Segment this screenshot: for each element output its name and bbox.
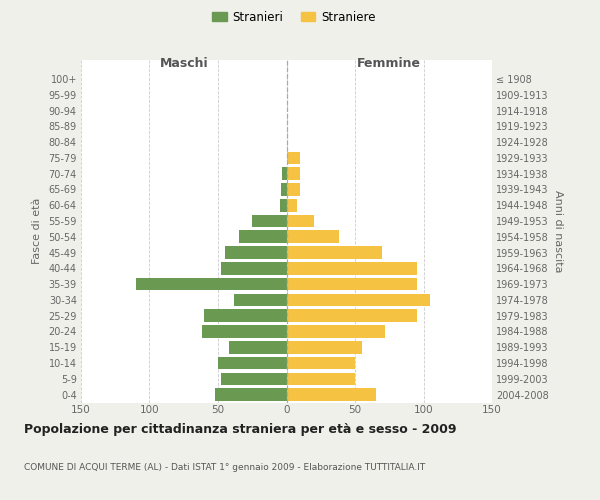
Bar — [136, 278, 287, 290]
Text: COMUNE DI ACQUI TERME (AL) - Dati ISTAT 1° gennaio 2009 - Elaborazione TUTTITALI: COMUNE DI ACQUI TERME (AL) - Dati ISTAT … — [24, 463, 425, 472]
Bar — [221, 262, 287, 274]
Bar — [287, 168, 300, 180]
Bar — [225, 246, 287, 259]
Bar — [252, 214, 287, 228]
Bar — [283, 168, 287, 180]
Bar — [280, 199, 287, 211]
Bar — [287, 356, 355, 370]
Bar — [287, 262, 416, 274]
Bar — [202, 325, 287, 338]
Bar — [221, 372, 287, 385]
Bar — [287, 310, 416, 322]
Bar — [239, 230, 287, 243]
Bar — [287, 341, 362, 353]
Bar — [281, 183, 287, 196]
Bar — [287, 230, 338, 243]
Bar — [287, 183, 300, 196]
Text: Maschi: Maschi — [160, 58, 208, 70]
Legend: Stranieri, Straniere: Stranieri, Straniere — [208, 6, 380, 28]
Bar — [287, 294, 430, 306]
Y-axis label: Fasce di età: Fasce di età — [32, 198, 41, 264]
Bar — [287, 246, 382, 259]
Bar — [287, 152, 300, 164]
Bar — [204, 310, 287, 322]
Bar — [287, 199, 298, 211]
Bar — [287, 325, 385, 338]
Bar — [235, 294, 287, 306]
Bar — [287, 214, 314, 228]
Bar — [229, 341, 287, 353]
Text: Popolazione per cittadinanza straniera per età e sesso - 2009: Popolazione per cittadinanza straniera p… — [24, 422, 457, 436]
Bar — [287, 278, 416, 290]
Bar — [287, 372, 355, 385]
Bar — [218, 356, 287, 370]
Y-axis label: Anni di nascita: Anni di nascita — [553, 190, 563, 272]
Bar — [287, 388, 376, 401]
Text: Femmine: Femmine — [357, 58, 421, 70]
Bar — [215, 388, 287, 401]
